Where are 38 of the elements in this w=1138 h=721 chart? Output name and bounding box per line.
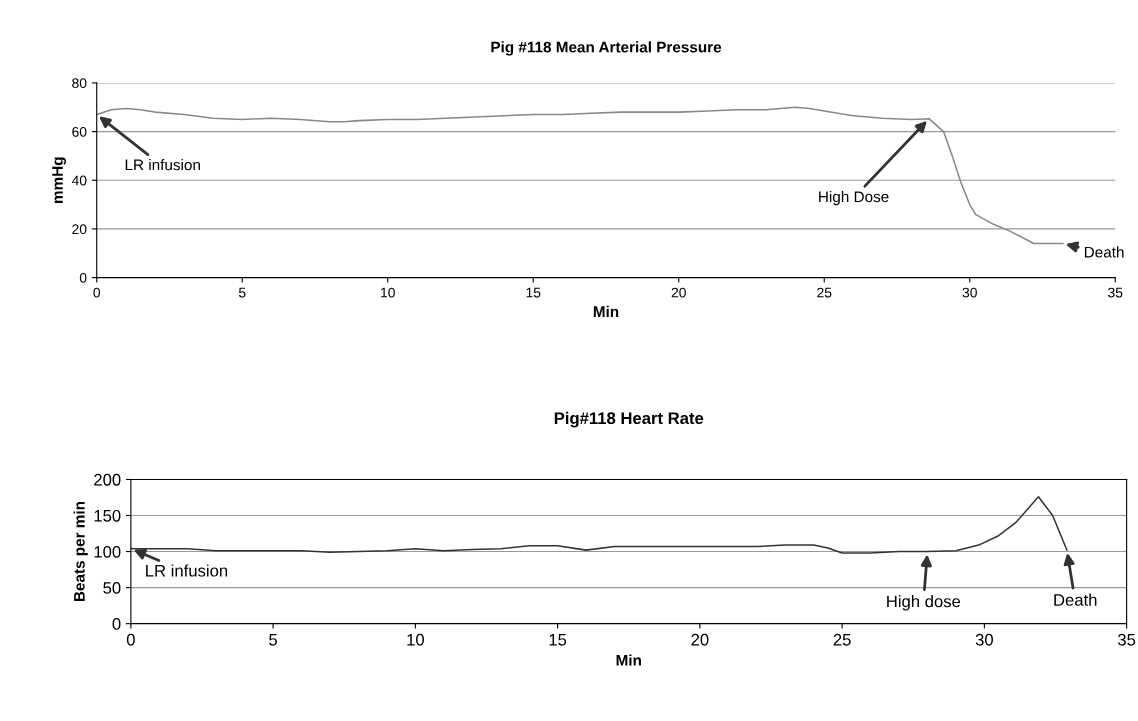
annotation: LR infusion bbox=[125, 159, 200, 171]
x-tick-label: 10 bbox=[381, 287, 395, 298]
annotation: LR infusion bbox=[146, 564, 228, 577]
x-tick-label: 25 bbox=[833, 633, 851, 646]
x-tick-label: 30 bbox=[962, 287, 977, 298]
line-series bbox=[96, 106, 1064, 245]
x-tick-label: 15 bbox=[549, 634, 567, 646]
x-tick-label: 30 bbox=[975, 633, 993, 646]
chart-title: Pig#118 Heart Rate bbox=[554, 411, 704, 428]
chart-title: Pig #118 Mean Arterial Pressure bbox=[491, 41, 722, 56]
x-tick-label: 35 bbox=[1117, 633, 1136, 646]
x-tick-label: 5 bbox=[238, 287, 246, 298]
y-tick-label: 150 bbox=[94, 509, 121, 522]
y-tick-label: 40 bbox=[71, 175, 87, 186]
y-tick-label: 200 bbox=[94, 473, 121, 486]
y-tick-label: 0 bbox=[79, 272, 87, 283]
x-tick-label: 20 bbox=[671, 287, 686, 298]
x-tick-label: 25 bbox=[817, 287, 832, 298]
y-tick-label: 20 bbox=[72, 224, 87, 235]
x-tick-label: 35 bbox=[1108, 287, 1123, 298]
x-tick-label: 0 bbox=[126, 633, 135, 646]
x-axis-title: Min bbox=[593, 305, 619, 317]
y-axis-title: mmHg bbox=[52, 157, 67, 204]
y-tick-label: 50 bbox=[103, 582, 121, 594]
x-tick-label: 10 bbox=[407, 633, 424, 646]
annotation: High dose bbox=[887, 595, 961, 611]
y-tick-label: 60 bbox=[72, 126, 87, 137]
y-tick-label: 80 bbox=[72, 78, 87, 89]
annotation: Death bbox=[1084, 246, 1124, 258]
x-tick-label: 20 bbox=[691, 633, 709, 646]
y-tick-label: 0 bbox=[112, 618, 121, 630]
x-tick-label: 15 bbox=[526, 287, 541, 298]
x-axis-title: Min bbox=[616, 654, 641, 666]
x-tick-label: 5 bbox=[269, 634, 278, 646]
y-axis-title: Beats per min bbox=[73, 501, 88, 602]
annotation: Death bbox=[1054, 593, 1097, 606]
y-tick-label: 100 bbox=[94, 545, 121, 558]
annotation: High Dose bbox=[819, 190, 889, 206]
